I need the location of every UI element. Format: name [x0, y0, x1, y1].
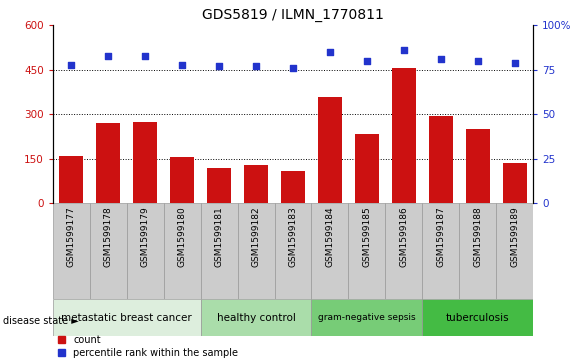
Title: GDS5819 / ILMN_1770811: GDS5819 / ILMN_1770811 [202, 8, 384, 22]
Bar [281, 171, 305, 203]
Text: GSM1599187: GSM1599187 [437, 206, 445, 267]
Bar [170, 157, 194, 203]
Bar [96, 123, 120, 203]
Bar [386, 203, 423, 299]
Point [473, 58, 482, 64]
Bar [496, 203, 533, 299]
Bar [90, 203, 127, 299]
Point [362, 58, 372, 64]
Text: GSM1599189: GSM1599189 [510, 206, 519, 267]
Bar [392, 68, 416, 203]
Text: gram-negative sepsis: gram-negative sepsis [318, 313, 415, 322]
Bar [503, 163, 527, 203]
Point [510, 60, 519, 66]
Bar [59, 156, 83, 203]
Bar [53, 203, 90, 299]
Text: GSM1599178: GSM1599178 [104, 206, 113, 267]
Text: healthy control: healthy control [217, 313, 295, 323]
Text: GSM1599179: GSM1599179 [141, 206, 149, 267]
Point [178, 62, 187, 68]
Bar [312, 203, 349, 299]
Text: GSM1599180: GSM1599180 [178, 206, 186, 267]
Bar [423, 203, 459, 299]
Bar [237, 203, 274, 299]
Text: metastatic breast cancer: metastatic breast cancer [62, 313, 192, 323]
Bar [244, 165, 268, 203]
Bar [163, 203, 200, 299]
Point [141, 53, 150, 58]
Text: GSM1599184: GSM1599184 [325, 206, 335, 267]
Bar [312, 299, 423, 336]
Text: disease state ►: disease state ► [3, 316, 79, 326]
Bar [349, 203, 386, 299]
Point [288, 65, 298, 71]
Bar [200, 299, 312, 336]
Text: GSM1599188: GSM1599188 [473, 206, 482, 267]
Bar [133, 122, 157, 203]
Point [67, 62, 76, 68]
Bar [274, 203, 312, 299]
Bar [318, 97, 342, 203]
Bar [429, 116, 453, 203]
Point [399, 48, 408, 53]
Text: GSM1599185: GSM1599185 [362, 206, 372, 267]
Bar [459, 203, 496, 299]
Point [251, 64, 261, 69]
Bar [466, 129, 490, 203]
Point [325, 49, 335, 55]
Legend: count, percentile rank within the sample: count, percentile rank within the sample [57, 335, 238, 358]
Bar [127, 203, 163, 299]
Bar [207, 168, 231, 203]
Bar [355, 134, 379, 203]
Text: GSM1599177: GSM1599177 [67, 206, 76, 267]
Text: GSM1599183: GSM1599183 [288, 206, 298, 267]
Text: GSM1599186: GSM1599186 [400, 206, 408, 267]
Text: GSM1599181: GSM1599181 [214, 206, 224, 267]
Point [214, 64, 224, 69]
Bar [423, 299, 533, 336]
Point [104, 53, 113, 58]
Point [436, 56, 445, 62]
Text: GSM1599182: GSM1599182 [251, 206, 261, 267]
Text: tuberculosis: tuberculosis [446, 313, 510, 323]
Bar [53, 299, 200, 336]
Bar [200, 203, 237, 299]
